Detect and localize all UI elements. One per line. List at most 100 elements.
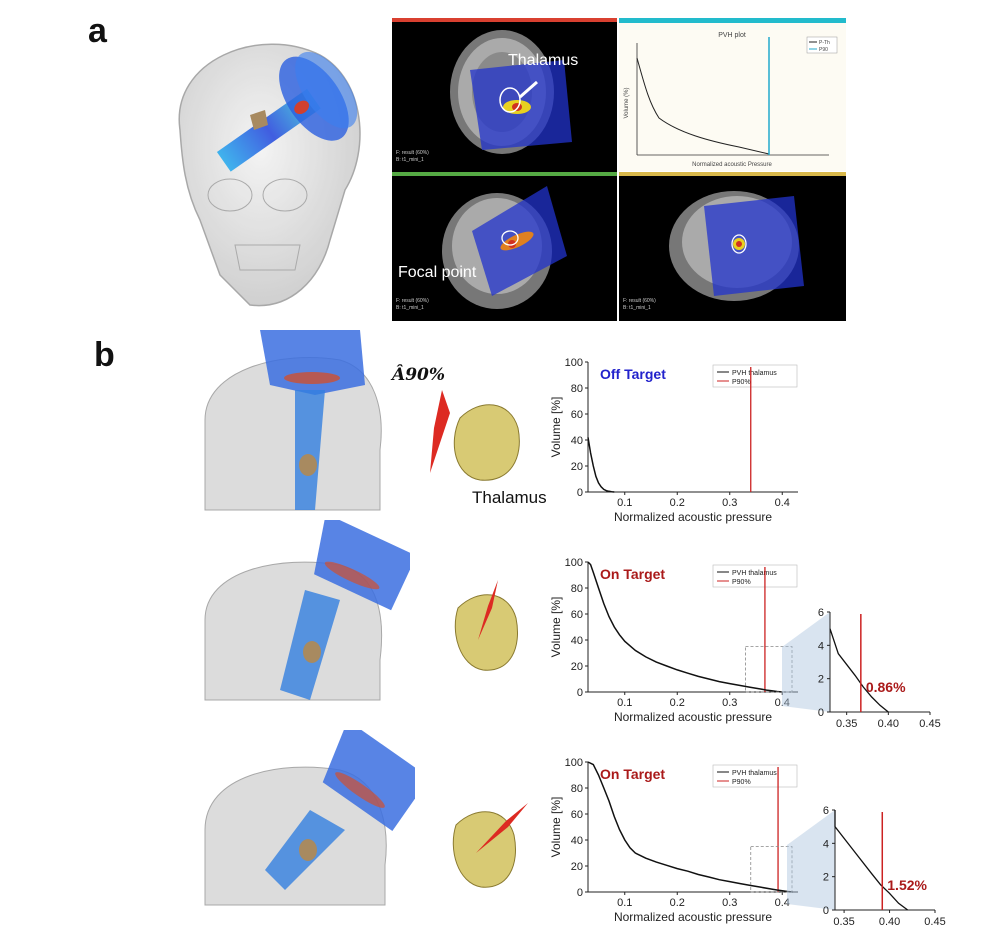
inset-x-tick-label: 0.45 xyxy=(919,718,940,730)
inset-x-tick-label: 0.35 xyxy=(836,718,857,730)
y-tick-label: 40 xyxy=(571,435,583,447)
legend-box xyxy=(712,364,798,388)
y-tick-label: 100 xyxy=(565,357,583,369)
y-tick-label: 40 xyxy=(571,635,583,647)
inset-x-tick-label: 0.35 xyxy=(833,916,854,928)
x-tick-label: 0.1 xyxy=(617,497,632,509)
zoom-connector xyxy=(787,810,835,910)
x-tick-label: 0.2 xyxy=(670,697,685,709)
thalamus-render-on-1 xyxy=(454,580,518,671)
label-focal-point: Focal point xyxy=(398,264,477,281)
pvh-plot-a-ylabel: Volume (%) xyxy=(624,87,630,118)
legend-label-pvh: PVH thalamus xyxy=(732,570,777,577)
panel-a-letter: a xyxy=(88,12,107,50)
x-axis-label: Normalized acoustic pressure xyxy=(614,710,772,724)
pvh-plot-a-legend-1: P90 xyxy=(819,47,828,53)
legend-label-p90: P90% xyxy=(732,779,751,786)
y-tick-label: 0 xyxy=(577,487,583,499)
y-axis-label: Volume [%] xyxy=(549,797,563,858)
y-tick-label: 0 xyxy=(577,687,583,699)
inset-y-tick-label: 6 xyxy=(818,607,824,619)
x-tick-label: 0.4 xyxy=(775,497,790,509)
pvh-plot-a-title: PVH plot xyxy=(718,32,746,39)
inset-y-tick-label: 4 xyxy=(823,838,829,850)
thalamus-label-b: Thalamus xyxy=(472,488,547,507)
inset-y-tick-label: 6 xyxy=(823,805,829,817)
pvh-inset-on-target-1: 0 2 4 6 0.35 0.40 0.45 0.86% xyxy=(782,607,941,730)
pvh-plot-a-legend-0: P-Th xyxy=(819,40,830,46)
legend-label-pvh: PVH thalamus xyxy=(732,370,777,377)
zoom-region-box xyxy=(750,846,793,893)
y-tick-label: 0 xyxy=(577,887,583,899)
panel-b-letter: b xyxy=(94,336,115,374)
y-axis-label: Volume [%] xyxy=(549,597,563,658)
label-thalamus-a: Thalamus xyxy=(508,52,579,69)
mri-coronal-view: Focal point F: result (60%) B: t1_mini_1 xyxy=(392,172,617,321)
x-axis-label: Normalized acoustic pressure xyxy=(614,510,772,524)
inset-pvh-curve xyxy=(829,628,889,713)
legend-label-p90: P90% xyxy=(732,579,751,586)
inset-y-tick-label: 2 xyxy=(818,674,824,686)
zoom-region-box xyxy=(745,646,793,693)
y-tick-label: 80 xyxy=(571,583,583,595)
y-tick-label: 100 xyxy=(565,557,583,569)
y-tick-label: 40 xyxy=(571,835,583,847)
y-tick-label: 20 xyxy=(571,461,583,473)
inset-annotation: 1.52% xyxy=(887,877,927,893)
legend-box xyxy=(712,564,798,588)
y-axis-label: Volume [%] xyxy=(549,397,563,458)
x-tick-label: 0.2 xyxy=(670,897,685,909)
inset-x-tick-label: 0.40 xyxy=(878,718,899,730)
x-axis-label: Normalized acoustic pressure xyxy=(614,910,772,924)
x-tick-label: 0.1 xyxy=(617,897,632,909)
mri-caption-axial: F: result (60%) B: t1_mini_1 xyxy=(396,150,429,163)
y-tick-label: 20 xyxy=(571,661,583,673)
x-tick-label: 0.2 xyxy=(670,497,685,509)
inset-y-tick-label: 0 xyxy=(818,707,824,719)
skull-render-b-off-target xyxy=(204,330,382,511)
inset-x-tick-label: 0.45 xyxy=(924,916,945,928)
inset-y-tick-label: 4 xyxy=(818,640,824,652)
chart-title: Off Target xyxy=(600,366,666,382)
a90-label: Â90% xyxy=(392,365,446,385)
y-tick-label: 20 xyxy=(571,861,583,873)
pvh-plot-a: PVH plot P-Th P90 Normalized acoustic Pr… xyxy=(619,18,846,176)
y-tick-label: 60 xyxy=(571,809,583,821)
thalamus-render-off xyxy=(430,390,520,481)
x-tick-label: 0.3 xyxy=(722,697,737,709)
mri-sagittal-view: F: result (60%) B: t1_mini_1 xyxy=(619,172,846,321)
pvh-curve xyxy=(587,561,783,693)
y-tick-label: 80 xyxy=(571,783,583,795)
legend-box xyxy=(712,764,798,788)
inset-x-tick-label: 0.40 xyxy=(879,916,900,928)
y-tick-label: 60 xyxy=(571,609,583,621)
skull-render-a xyxy=(178,43,361,307)
x-tick-label: 0.4 xyxy=(775,897,790,909)
y-tick-label: 100 xyxy=(565,757,583,769)
chart-title: On Target xyxy=(600,766,665,782)
skull-render-b-on-target-2 xyxy=(204,730,415,906)
inset-annotation: 0.86% xyxy=(866,679,906,695)
y-tick-label: 80 xyxy=(571,383,583,395)
mri-axial-view: Thalamus F: result (60%) B: t1_mini_1 xyxy=(392,18,617,175)
inset-y-tick-label: 0 xyxy=(823,905,829,917)
zoom-connector xyxy=(782,612,830,712)
x-tick-label: 0.3 xyxy=(722,897,737,909)
pvh-plot-a-xlabel: Normalized acoustic Pressure xyxy=(692,162,772,168)
mri-caption-sagittal: F: result (60%) B: t1_mini_1 xyxy=(623,298,656,311)
chart-title: On Target xyxy=(600,566,665,582)
inset-y-tick-label: 2 xyxy=(823,872,829,884)
legend-label-pvh: PVH thalamus xyxy=(732,770,777,777)
x-tick-label: 0.3 xyxy=(722,497,737,509)
mri-caption-coronal: F: result (60%) B: t1_mini_1 xyxy=(396,298,429,311)
inset-pvh-curve xyxy=(834,810,909,911)
pvh-curve xyxy=(587,761,793,893)
pvh-inset-on-target-2: 0 2 4 6 0.35 0.40 0.45 1.52% xyxy=(787,805,946,928)
thalamus-render-on-2 xyxy=(452,803,528,888)
x-tick-label: 0.1 xyxy=(617,697,632,709)
skull-render-b-on-target-1 xyxy=(204,520,410,701)
y-tick-label: 60 xyxy=(571,409,583,421)
